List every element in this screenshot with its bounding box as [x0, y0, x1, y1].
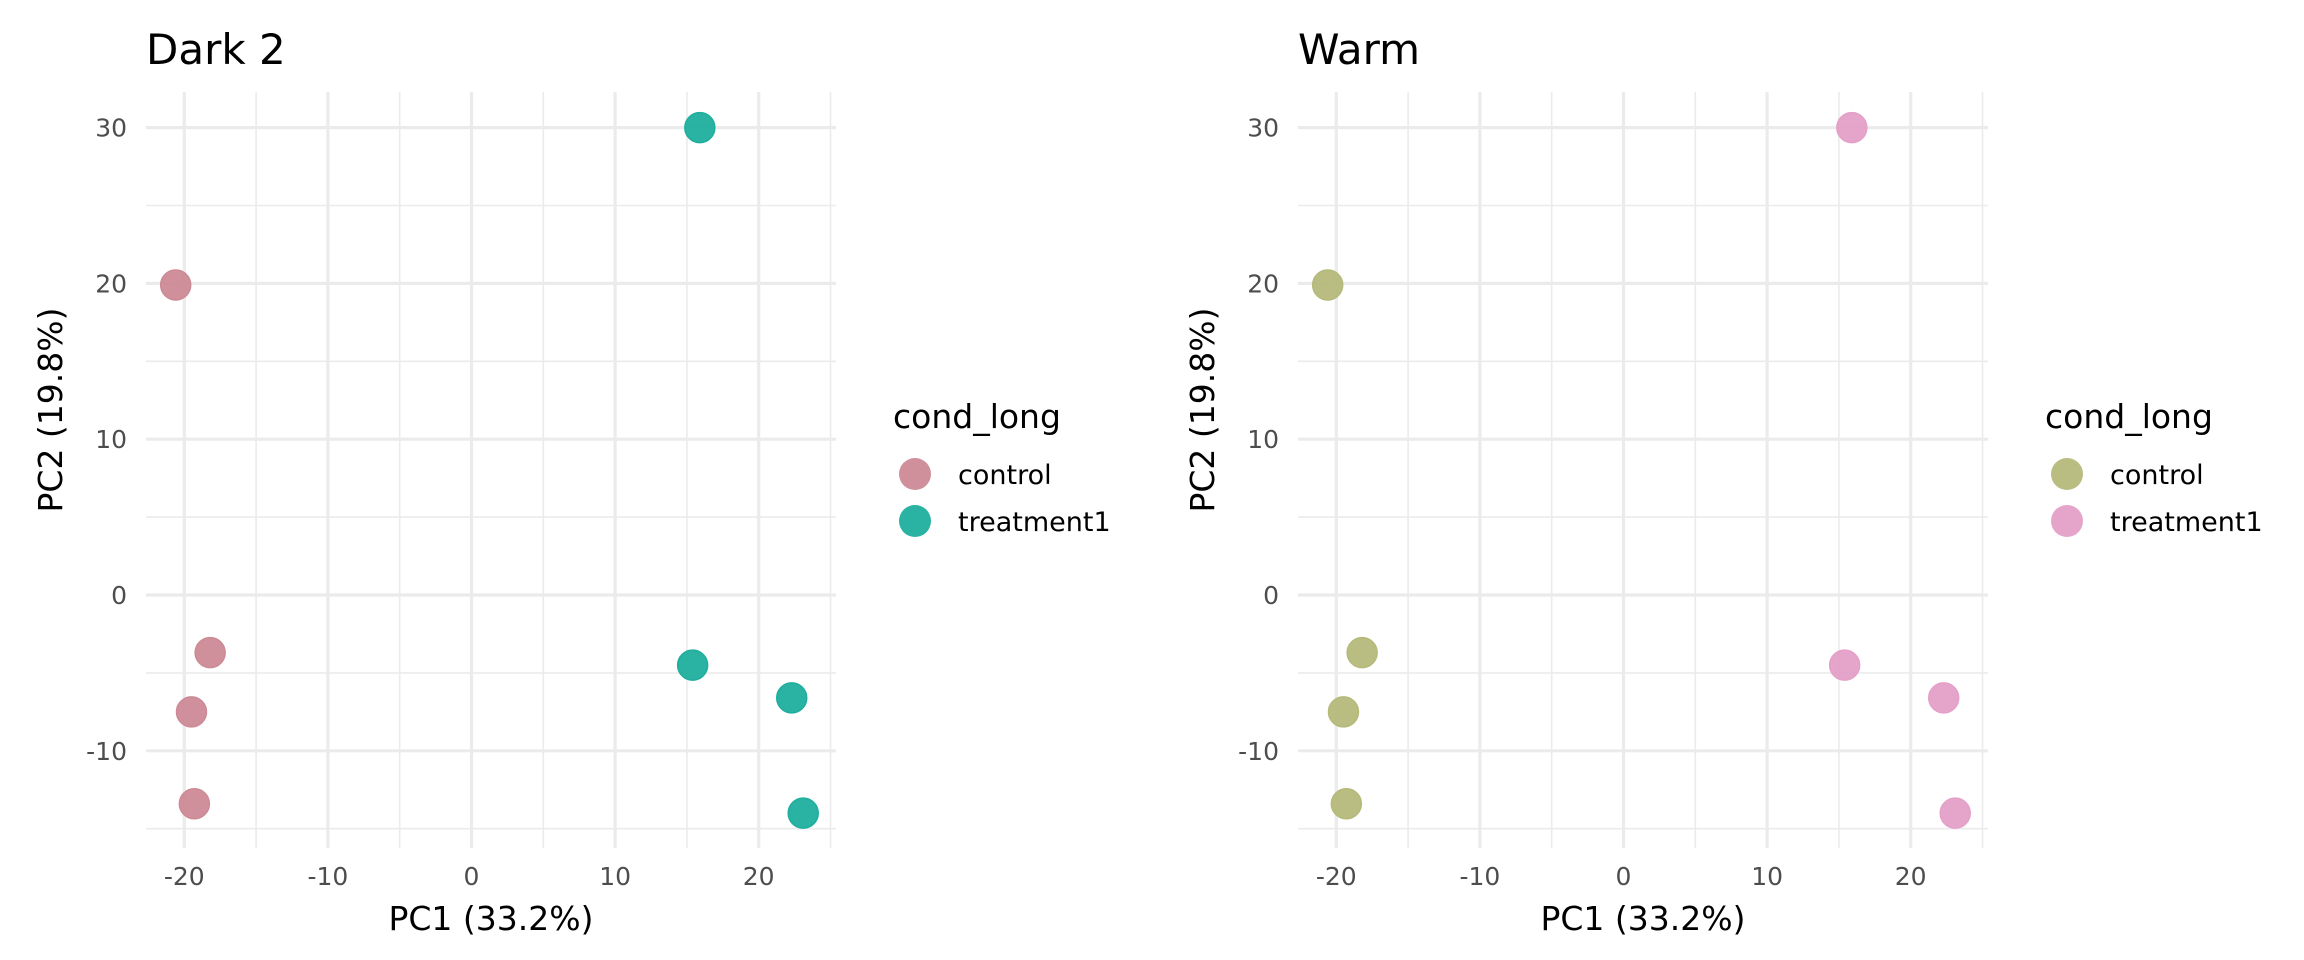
y-axis-title: PC2 (19.8%) [1183, 307, 1222, 512]
data-point-control [1330, 788, 1363, 820]
data-point-treatment1 [676, 649, 709, 681]
legend-title: cond_long [2045, 397, 2213, 436]
legend-title: cond_long [893, 397, 1061, 436]
y-tick-label: 20 [1247, 269, 1279, 298]
y-tick-label: 10 [1247, 425, 1279, 454]
y-tick-label: 30 [95, 114, 127, 143]
data-point-treatment1 [1828, 649, 1861, 681]
legend-key-treatment1 [2051, 505, 2083, 537]
data-point-control [194, 636, 226, 669]
y-tick-label: 30 [1247, 114, 1279, 143]
legend-label-treatment1: treatment1 [958, 507, 1111, 538]
data-point-treatment1 [684, 111, 716, 144]
data-point-control [178, 788, 211, 820]
x-axis-title: PC1 (33.2%) [388, 899, 593, 938]
panel-warm: -20 -10 0 10 20 -10 0 10 20 30 Warm PC1 (33.2%) PC2 … [1183, 25, 2263, 938]
data-point-control [1311, 269, 1344, 301]
x-axis-title: PC1 (33.2%) [1540, 899, 1745, 938]
x-tick-label: -10 [307, 862, 348, 891]
legend-key-control [2051, 458, 2083, 490]
x-tick-label: 0 [1616, 862, 1632, 891]
data-point-control [1327, 696, 1360, 728]
data-point-treatment1 [775, 682, 808, 714]
legend-key-control [899, 458, 931, 490]
data-point-treatment1 [1836, 111, 1868, 144]
legend-label-control: control [2110, 460, 2204, 491]
chart-title: Warm [1298, 25, 1420, 74]
x-tick-label: -20 [1316, 862, 1357, 891]
data-point-treatment1 [1939, 797, 1971, 829]
legend-key-treatment1 [899, 505, 931, 537]
data-point-control [1346, 636, 1378, 669]
legend-label-control: control [958, 460, 1052, 491]
data-point-control [159, 269, 192, 301]
y-tick-label: -10 [1238, 737, 1279, 766]
x-tick-label: -10 [1459, 862, 1500, 891]
x-tick-label: 0 [464, 862, 480, 891]
x-tick-label: 10 [1751, 862, 1783, 891]
data-point-treatment1 [787, 797, 819, 829]
chart-title: Dark 2 [146, 25, 286, 74]
x-tick-label: 20 [743, 862, 775, 891]
data-point-control [175, 696, 208, 728]
data-point-treatment1 [1927, 682, 1960, 714]
y-tick-label: 0 [1263, 581, 1279, 610]
y-axis-title: PC2 (19.8%) [31, 307, 70, 512]
y-tick-label: 10 [95, 425, 127, 454]
x-tick-label: 10 [599, 862, 631, 891]
panel-dark2: -20 -10 0 10 20 -10 0 10 20 30 Dark 2 PC1 (33.2%) PC… [31, 25, 1111, 938]
x-tick-label: -20 [164, 862, 205, 891]
y-tick-label: 0 [111, 581, 127, 610]
y-tick-label: -10 [86, 737, 127, 766]
x-tick-label: 20 [1895, 862, 1927, 891]
legend-label-treatment1: treatment1 [2110, 507, 2263, 538]
y-tick-label: 20 [95, 269, 127, 298]
